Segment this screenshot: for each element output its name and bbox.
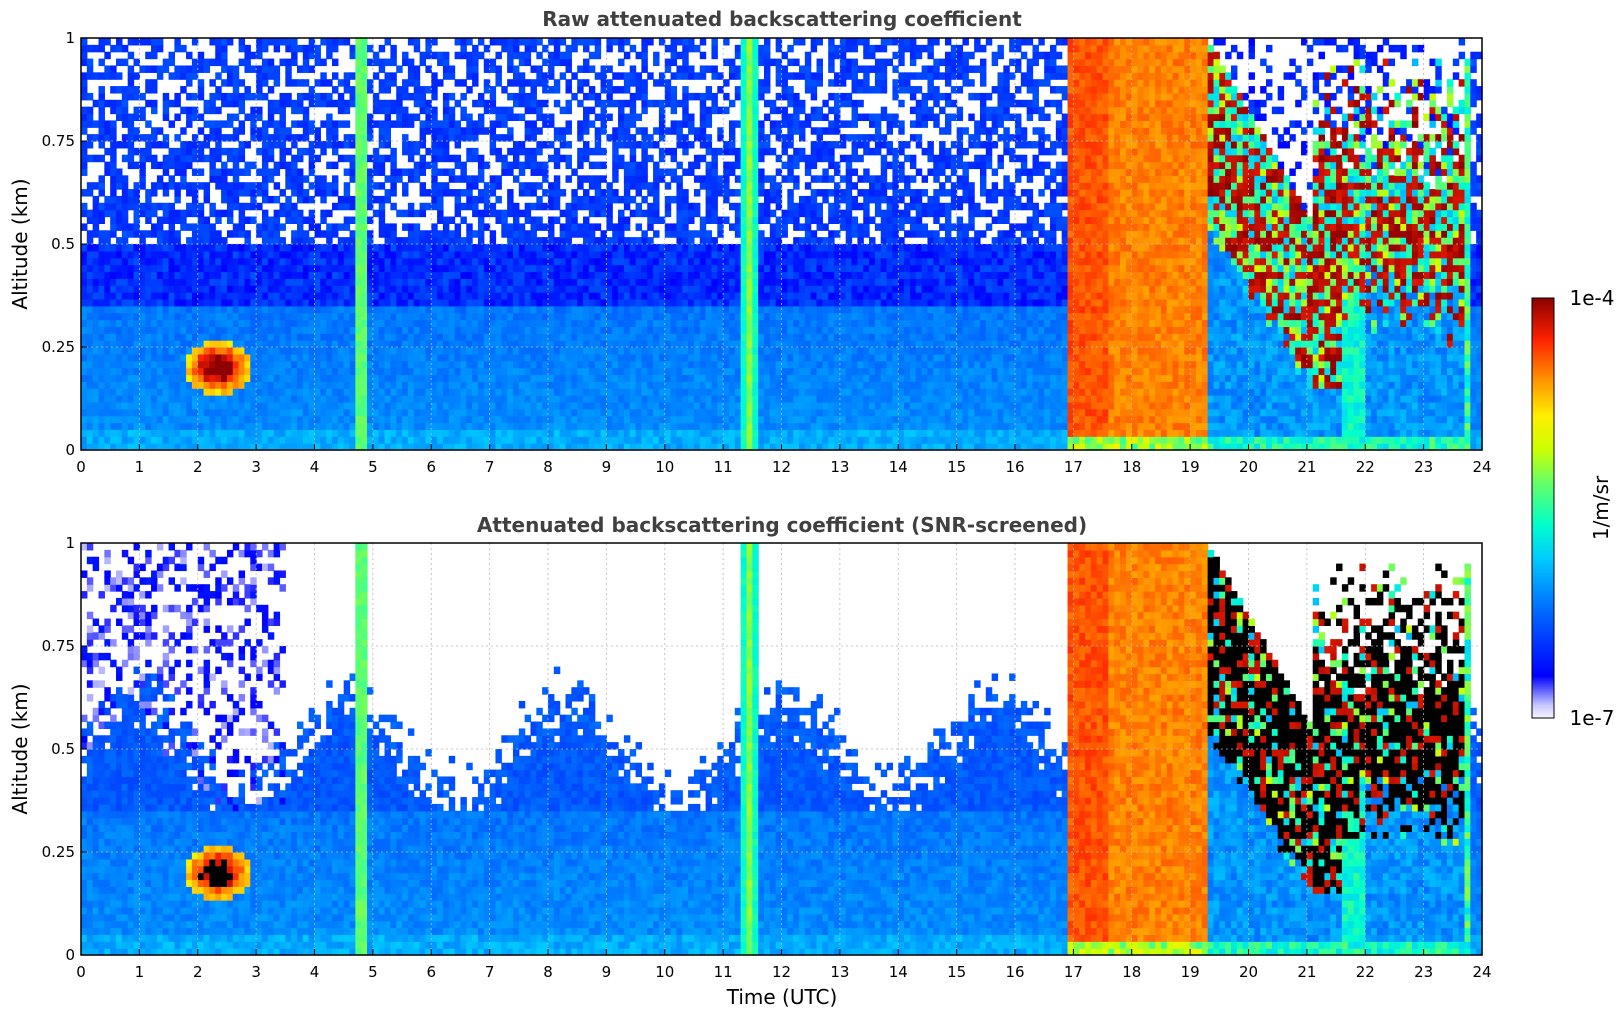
x-tick-label: 9 [602, 963, 612, 981]
y-tick-label: 0.25 [42, 843, 75, 861]
panel-raw-title: Raw attenuated backscattering coefficien… [542, 7, 1022, 31]
y-tick-label: 0.75 [42, 132, 75, 150]
x-tick-label: 6 [426, 458, 436, 476]
x-tick-label: 5 [368, 458, 378, 476]
y-tick-label: 0 [65, 441, 75, 459]
x-tick-label: 24 [1472, 963, 1491, 981]
panel-screened-title: Attenuated backscattering coefficient (S… [477, 513, 1087, 537]
panel-raw-y-ticks: 0 0.25 0.5 0.75 1 [42, 29, 87, 459]
panel-raw-x-ticks: 0 1 2 3 4 5 6 7 8 9 10 11 12 13 14 15 16 17 18 19 20 21 22 23 24 [76, 444, 1492, 476]
x-tick-label: 15 [947, 963, 966, 981]
x-tick-label: 16 [1005, 458, 1024, 476]
x-tick-label: 11 [714, 963, 733, 981]
panel-raw: Raw attenuated backscattering coefficien… [8, 7, 1492, 476]
x-tick-label: 24 [1472, 458, 1491, 476]
x-tick-label: 2 [193, 458, 203, 476]
panel-raw-heatmap [81, 38, 1483, 451]
x-tick-label: 20 [1239, 458, 1258, 476]
y-tick-label: 1 [65, 29, 75, 47]
x-tick-label: 12 [772, 458, 791, 476]
x-tick-label: 23 [1414, 458, 1433, 476]
x-tick-label: 8 [543, 963, 553, 981]
x-tick-label: 3 [251, 963, 261, 981]
x-tick-label: 21 [1297, 458, 1316, 476]
y-tick-label: 1 [65, 534, 75, 552]
colorbar-min-label: 1e-7 [1570, 706, 1615, 730]
x-tick-label: 17 [1064, 963, 1083, 981]
x-tick-label: 13 [830, 963, 849, 981]
x-tick-label: 0 [76, 458, 86, 476]
x-tick-label: 22 [1356, 963, 1375, 981]
x-tick-label: 1 [135, 458, 145, 476]
x-tick-label: 5 [368, 963, 378, 981]
colorbar: 1e-4 1e-7 1/m/sr [1531, 286, 1615, 730]
x-tick-label: 7 [485, 963, 495, 981]
panel-screened-x-ticks: 0 1 2 3 4 5 6 7 8 9 10 11 12 13 14 15 16 17 18 19 20 21 22 23 24 [76, 949, 1492, 981]
x-tick-label: 7 [485, 458, 495, 476]
panel-raw-grid [81, 38, 1482, 450]
panel-screened-y-ticks: 0 0.25 0.5 0.75 1 [42, 534, 87, 964]
x-tick-label: 4 [310, 458, 320, 476]
x-tick-label: 13 [830, 458, 849, 476]
x-tick-label: 8 [543, 458, 553, 476]
x-tick-label: 1 [135, 963, 145, 981]
x-tick-label: 14 [889, 458, 908, 476]
x-tick-label: 14 [889, 963, 908, 981]
x-tick-label: 19 [1181, 963, 1200, 981]
x-tick-label: 16 [1005, 963, 1024, 981]
x-tick-label: 20 [1239, 963, 1258, 981]
y-tick-label: 0.75 [42, 637, 75, 655]
y-tick-label: 0.25 [42, 338, 75, 356]
panel-raw-ylabel: Altitude (km) [8, 178, 32, 309]
panel-screened-heatmap [81, 543, 1483, 956]
colorbar-max-label: 1e-4 [1570, 286, 1615, 310]
x-tick-label: 4 [310, 963, 320, 981]
panel-screened: Attenuated backscattering coefficient (S… [8, 513, 1492, 1009]
x-tick-label: 10 [655, 458, 674, 476]
x-tick-label: 19 [1181, 458, 1200, 476]
panel-screened-ylabel: Altitude (km) [8, 683, 32, 814]
x-tick-label: 11 [714, 458, 733, 476]
x-tick-label: 0 [76, 963, 86, 981]
x-tick-label: 9 [602, 458, 612, 476]
x-tick-label: 15 [947, 458, 966, 476]
x-tick-label: 6 [426, 963, 436, 981]
y-tick-label: 0 [65, 946, 75, 964]
y-tick-label: 0.5 [51, 235, 75, 253]
x-tick-label: 22 [1356, 458, 1375, 476]
x-tick-label: 17 [1064, 458, 1083, 476]
y-tick-label: 0.5 [51, 740, 75, 758]
colorbar-gradient [1531, 297, 1555, 719]
panel-screened-xlabel: Time (UTC) [726, 985, 838, 1009]
x-tick-label: 18 [1122, 458, 1141, 476]
x-tick-label: 12 [772, 963, 791, 981]
x-tick-label: 18 [1122, 963, 1141, 981]
x-tick-label: 3 [251, 458, 261, 476]
panel-screened-grid [81, 543, 1482, 955]
x-tick-label: 23 [1414, 963, 1433, 981]
colorbar-unit-label: 1/m/sr [1589, 475, 1613, 540]
x-tick-label: 2 [193, 963, 203, 981]
x-tick-label: 10 [655, 963, 674, 981]
x-tick-label: 21 [1297, 963, 1316, 981]
